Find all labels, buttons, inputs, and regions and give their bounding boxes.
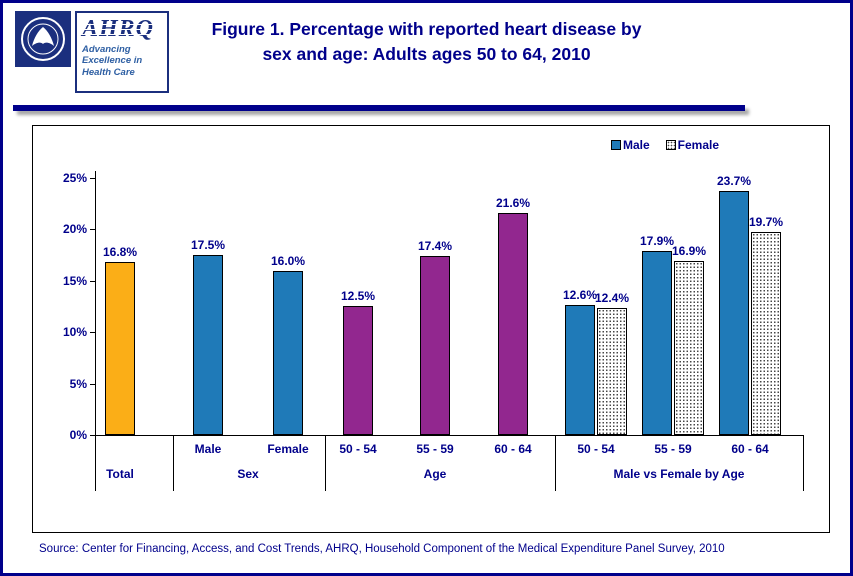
bar-female bbox=[674, 261, 704, 435]
x-axis-group-label: Total bbox=[106, 467, 134, 481]
bar-sex bbox=[193, 255, 223, 435]
bar-female bbox=[751, 232, 781, 435]
bar-value-label: 16.8% bbox=[102, 245, 138, 259]
x-axis-line bbox=[95, 435, 803, 436]
source-note: Source: Center for Financing, Access, an… bbox=[39, 543, 725, 555]
legend-label-female: Female bbox=[677, 138, 719, 152]
hhs-seal-icon bbox=[15, 11, 71, 67]
x-axis-category-label: Female bbox=[267, 442, 309, 456]
x-axis-category-label: 55 - 59 bbox=[416, 442, 454, 456]
bar-age bbox=[343, 306, 373, 435]
x-axis-group-label: Age bbox=[423, 467, 447, 481]
bar-value-label: 17.5% bbox=[190, 238, 226, 252]
x-axis-category-label: 50 - 54 bbox=[339, 442, 377, 456]
y-axis-tick bbox=[90, 332, 95, 334]
x-axis-group-separator bbox=[325, 435, 326, 491]
figure-title-line1: Figure 1. Percentage with reported heart… bbox=[211, 19, 642, 39]
x-axis-category-label: 60 - 64 bbox=[494, 442, 532, 456]
legend-item-male: Male bbox=[610, 138, 650, 152]
x-axis-category-label: Male bbox=[194, 442, 222, 456]
legend-label-male: Male bbox=[622, 138, 650, 152]
x-axis-category-label: 60 - 64 bbox=[731, 442, 769, 456]
female-swatch-icon bbox=[665, 140, 676, 150]
figure-title-line2: sex and age: Adults ages 50 to 64, 2010 bbox=[262, 44, 591, 65]
bar-value-label: 12.6% bbox=[562, 288, 598, 302]
bar-value-label: 17.4% bbox=[417, 239, 453, 253]
bar-female bbox=[597, 308, 627, 435]
y-axis-tick bbox=[90, 383, 95, 385]
y-axis-tick bbox=[90, 229, 95, 231]
hhs-logo bbox=[15, 11, 71, 67]
y-axis-tick-label: 0% bbox=[69, 428, 87, 442]
x-axis-group-separator bbox=[803, 435, 804, 491]
x-axis-group-separator bbox=[173, 435, 174, 491]
bar-value-label: 12.4% bbox=[594, 291, 630, 305]
y-axis-tick-label: 5% bbox=[69, 376, 87, 391]
x-axis-category-label: 55 - 59 bbox=[654, 442, 692, 456]
legend: Male Female bbox=[610, 138, 719, 152]
x-axis-group-separator bbox=[95, 435, 96, 491]
ahrq-logo: AHRQ Advancing Excellence in Health Care bbox=[75, 11, 169, 93]
x-axis-group-label: Male vs Female by Age bbox=[613, 467, 745, 481]
bar-value-label: 12.5% bbox=[340, 289, 376, 303]
male-swatch-icon bbox=[610, 140, 621, 150]
y-axis-line bbox=[95, 171, 96, 435]
bar-male bbox=[719, 191, 749, 435]
ahrq-tagline: Advancing Excellence in Health Care bbox=[82, 44, 143, 78]
bar-age bbox=[498, 213, 528, 435]
bar-total bbox=[105, 262, 135, 435]
y-axis-tick-label: 20% bbox=[62, 222, 87, 237]
y-axis-tick-label: 25% bbox=[62, 171, 87, 185]
y-axis-tick bbox=[90, 280, 95, 282]
bar-male bbox=[565, 305, 595, 435]
bar-value-label: 21.6% bbox=[495, 196, 531, 210]
chart-frame: Male Female 0% 5% 10% 15% 20% 25% 16.8% 17.5% 16… bbox=[32, 125, 830, 533]
x-axis-group-label: Sex bbox=[237, 467, 259, 481]
bar-value-label: 16.9% bbox=[671, 244, 707, 258]
plot-area: 0% 5% 10% 15% 20% 25% 16.8% 17.5% 16.0% 12.5% 17.4… bbox=[33, 126, 829, 532]
bar-male bbox=[642, 251, 672, 435]
figure-title: Figure 1. Percentage with reported heart… bbox=[3, 17, 850, 68]
y-axis-tick bbox=[90, 435, 95, 436]
legend-item-female: Female bbox=[665, 138, 719, 152]
x-axis-group-separator bbox=[555, 435, 556, 491]
header-divider bbox=[13, 105, 745, 111]
header-logos: AHRQ Advancing Excellence in Health Care bbox=[15, 11, 169, 93]
bar-value-label: 19.7% bbox=[748, 215, 784, 229]
bar-value-label: 23.7% bbox=[716, 174, 752, 188]
y-axis-tick bbox=[90, 178, 95, 179]
y-axis-tick-label: 15% bbox=[62, 273, 87, 288]
y-axis-tick-label: 10% bbox=[62, 325, 87, 340]
bar-value-label: 17.9% bbox=[639, 234, 675, 248]
bar-sex bbox=[273, 271, 303, 435]
ahrq-wordmark: AHRQ bbox=[82, 16, 162, 42]
x-axis-category-label: 50 - 54 bbox=[577, 442, 615, 456]
bar-value-label: 16.0% bbox=[270, 254, 306, 268]
bar-age bbox=[420, 256, 450, 435]
